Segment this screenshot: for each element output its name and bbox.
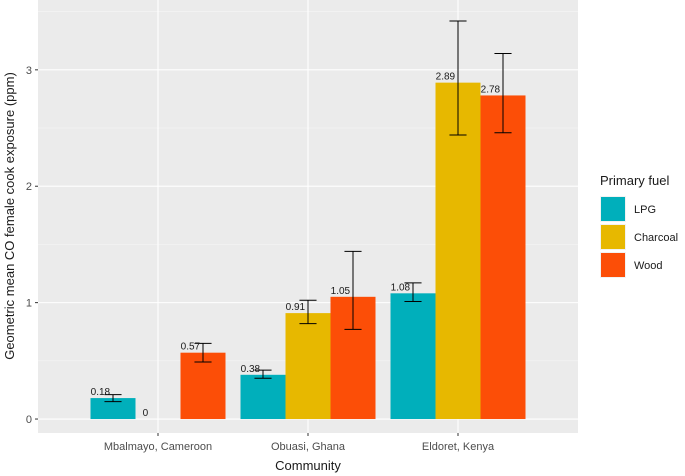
y-axis-label: Geometric mean CO female cook exposure (…	[2, 72, 17, 360]
legend: Primary fuel LPG Charcoal Wood	[600, 173, 678, 278]
data-label: 2.89	[436, 72, 456, 83]
legend-label-lpg: LPG	[634, 204, 656, 216]
legend-key-wood	[601, 253, 625, 277]
legend-label-wood: Wood	[634, 260, 663, 272]
bar-lpg-0	[90, 398, 136, 420]
data-label: 1.08	[391, 282, 411, 293]
data-label: 0.91	[286, 302, 306, 313]
data-label: 2.78	[481, 84, 501, 95]
x-tick-label: Mbalmayo, Cameroon	[104, 441, 212, 453]
y-tick-label: 3	[26, 65, 32, 77]
bar-wood-2	[480, 95, 526, 420]
x-tick-label: Obuasi, Ghana	[271, 441, 346, 453]
y-axis-ticks: 0 1 2 3	[26, 65, 38, 426]
y-tick-label: 2	[26, 181, 32, 193]
data-label: 1.05	[331, 286, 351, 297]
bar-lpg-1	[240, 374, 286, 420]
error-bars	[104, 20, 512, 403]
data-label: 0.57	[181, 342, 201, 353]
y-tick-label: 1	[26, 298, 32, 310]
legend-label-charcoal: Charcoal	[634, 232, 678, 244]
bars	[90, 82, 526, 420]
legend-title: Primary fuel	[600, 173, 669, 188]
data-labels: 0.18 0.38 1.08 0 0.91 2.89 0.57 1.05 2.78	[91, 72, 501, 419]
x-axis-ticks: Mbalmayo, Cameroon Obuasi, Ghana Eldoret, …	[104, 433, 495, 453]
bar-wood-0	[180, 352, 226, 420]
legend-key-charcoal	[601, 225, 625, 249]
data-label: 0	[143, 408, 149, 419]
y-tick-label: 0	[26, 414, 32, 426]
x-axis-label: Community	[275, 458, 341, 473]
legend-key-lpg	[601, 197, 625, 221]
data-label: 0.38	[241, 364, 261, 375]
bar-charcoal-2	[435, 82, 481, 420]
data-label: 0.18	[91, 387, 111, 398]
x-tick-label: Eldoret, Kenya	[422, 441, 495, 453]
bar-charcoal-1	[285, 313, 331, 420]
bar-lpg-2	[390, 293, 436, 420]
